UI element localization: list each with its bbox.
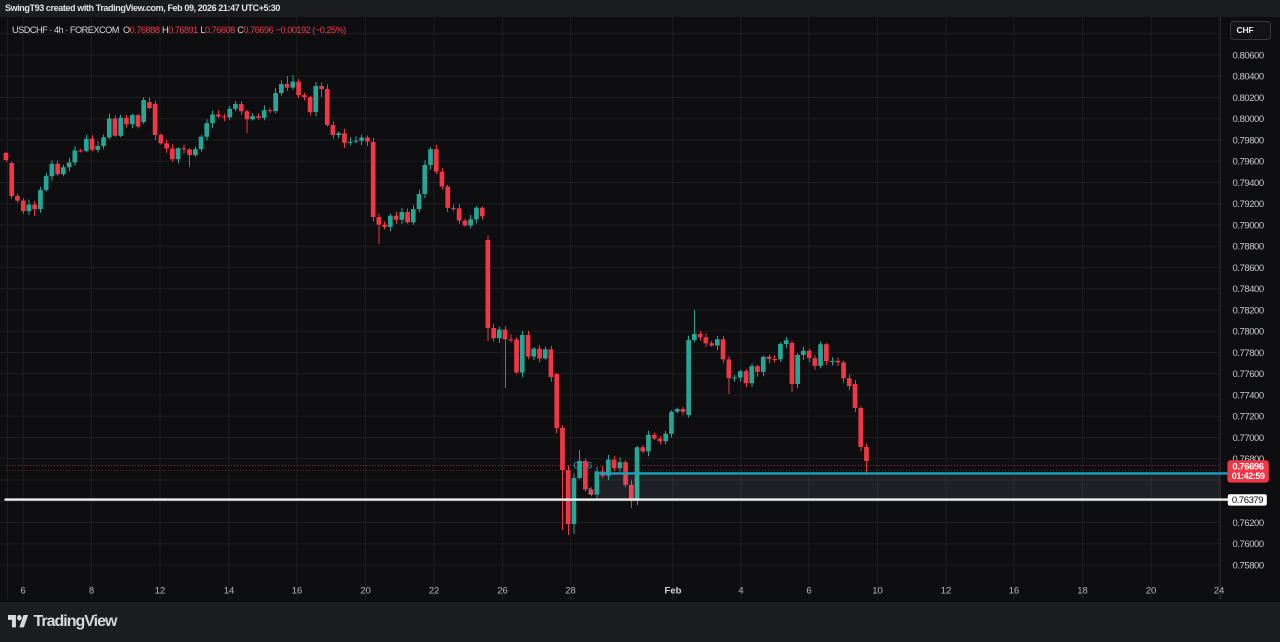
- svg-text:0.76000: 0.76000: [1233, 539, 1264, 550]
- svg-text:0.76200: 0.76200: [1233, 518, 1264, 529]
- svg-text:8: 8: [89, 586, 94, 597]
- svg-text:Feb: Feb: [665, 586, 682, 597]
- svg-text:0.78600: 0.78600: [1233, 263, 1264, 274]
- svg-text:0.80600: 0.80600: [1233, 50, 1264, 61]
- svg-text:6: 6: [20, 586, 25, 597]
- svg-text:16: 16: [1009, 586, 1020, 597]
- svg-text:22: 22: [429, 586, 440, 597]
- svg-text:1: 1: [588, 487, 593, 496]
- svg-text:0.79400: 0.79400: [1233, 178, 1264, 189]
- svg-text:0.80400: 0.80400: [1233, 72, 1264, 83]
- svg-text:0.78400: 0.78400: [1233, 284, 1264, 295]
- svg-text:0.77600: 0.77600: [1233, 369, 1264, 380]
- svg-text:12: 12: [941, 586, 952, 597]
- svg-text:0.76696: 0.76696: [1232, 462, 1263, 473]
- svg-text:14: 14: [224, 586, 235, 597]
- svg-text:0.78200: 0.78200: [1233, 305, 1264, 316]
- svg-text:0.80000: 0.80000: [1233, 114, 1264, 125]
- svg-text:18: 18: [1077, 586, 1088, 597]
- svg-text:0.76800: 0.76800: [1233, 454, 1264, 465]
- svg-text:0.75800: 0.75800: [1233, 560, 1264, 571]
- svg-text:12: 12: [155, 586, 166, 597]
- svg-text:6: 6: [806, 586, 811, 597]
- svg-text:0.80200: 0.80200: [1233, 93, 1264, 104]
- svg-text:28: 28: [565, 586, 576, 597]
- svg-text:0.77000: 0.77000: [1233, 433, 1264, 444]
- svg-text:0.77400: 0.77400: [1233, 390, 1264, 401]
- svg-text:0.77200: 0.77200: [1233, 412, 1264, 423]
- svg-text:01:42:59: 01:42:59: [1232, 471, 1265, 481]
- svg-text:16: 16: [292, 586, 303, 597]
- svg-text:24: 24: [1214, 586, 1225, 597]
- svg-text:10: 10: [872, 586, 883, 597]
- svg-text:0.77800: 0.77800: [1233, 348, 1264, 359]
- svg-text:26: 26: [497, 586, 508, 597]
- svg-text:0.79600: 0.79600: [1233, 157, 1264, 168]
- svg-text:0.79800: 0.79800: [1233, 135, 1264, 146]
- svg-text:0.76379: 0.76379: [1232, 495, 1263, 506]
- svg-text:0.78800: 0.78800: [1233, 242, 1264, 253]
- svg-text:0.79200: 0.79200: [1233, 199, 1264, 210]
- svg-text:4: 4: [738, 586, 743, 597]
- svg-text:0.79000: 0.79000: [1233, 220, 1264, 231]
- svg-text:0.78000: 0.78000: [1233, 327, 1264, 338]
- svg-text:20: 20: [1146, 586, 1157, 597]
- svg-text:20: 20: [360, 586, 371, 597]
